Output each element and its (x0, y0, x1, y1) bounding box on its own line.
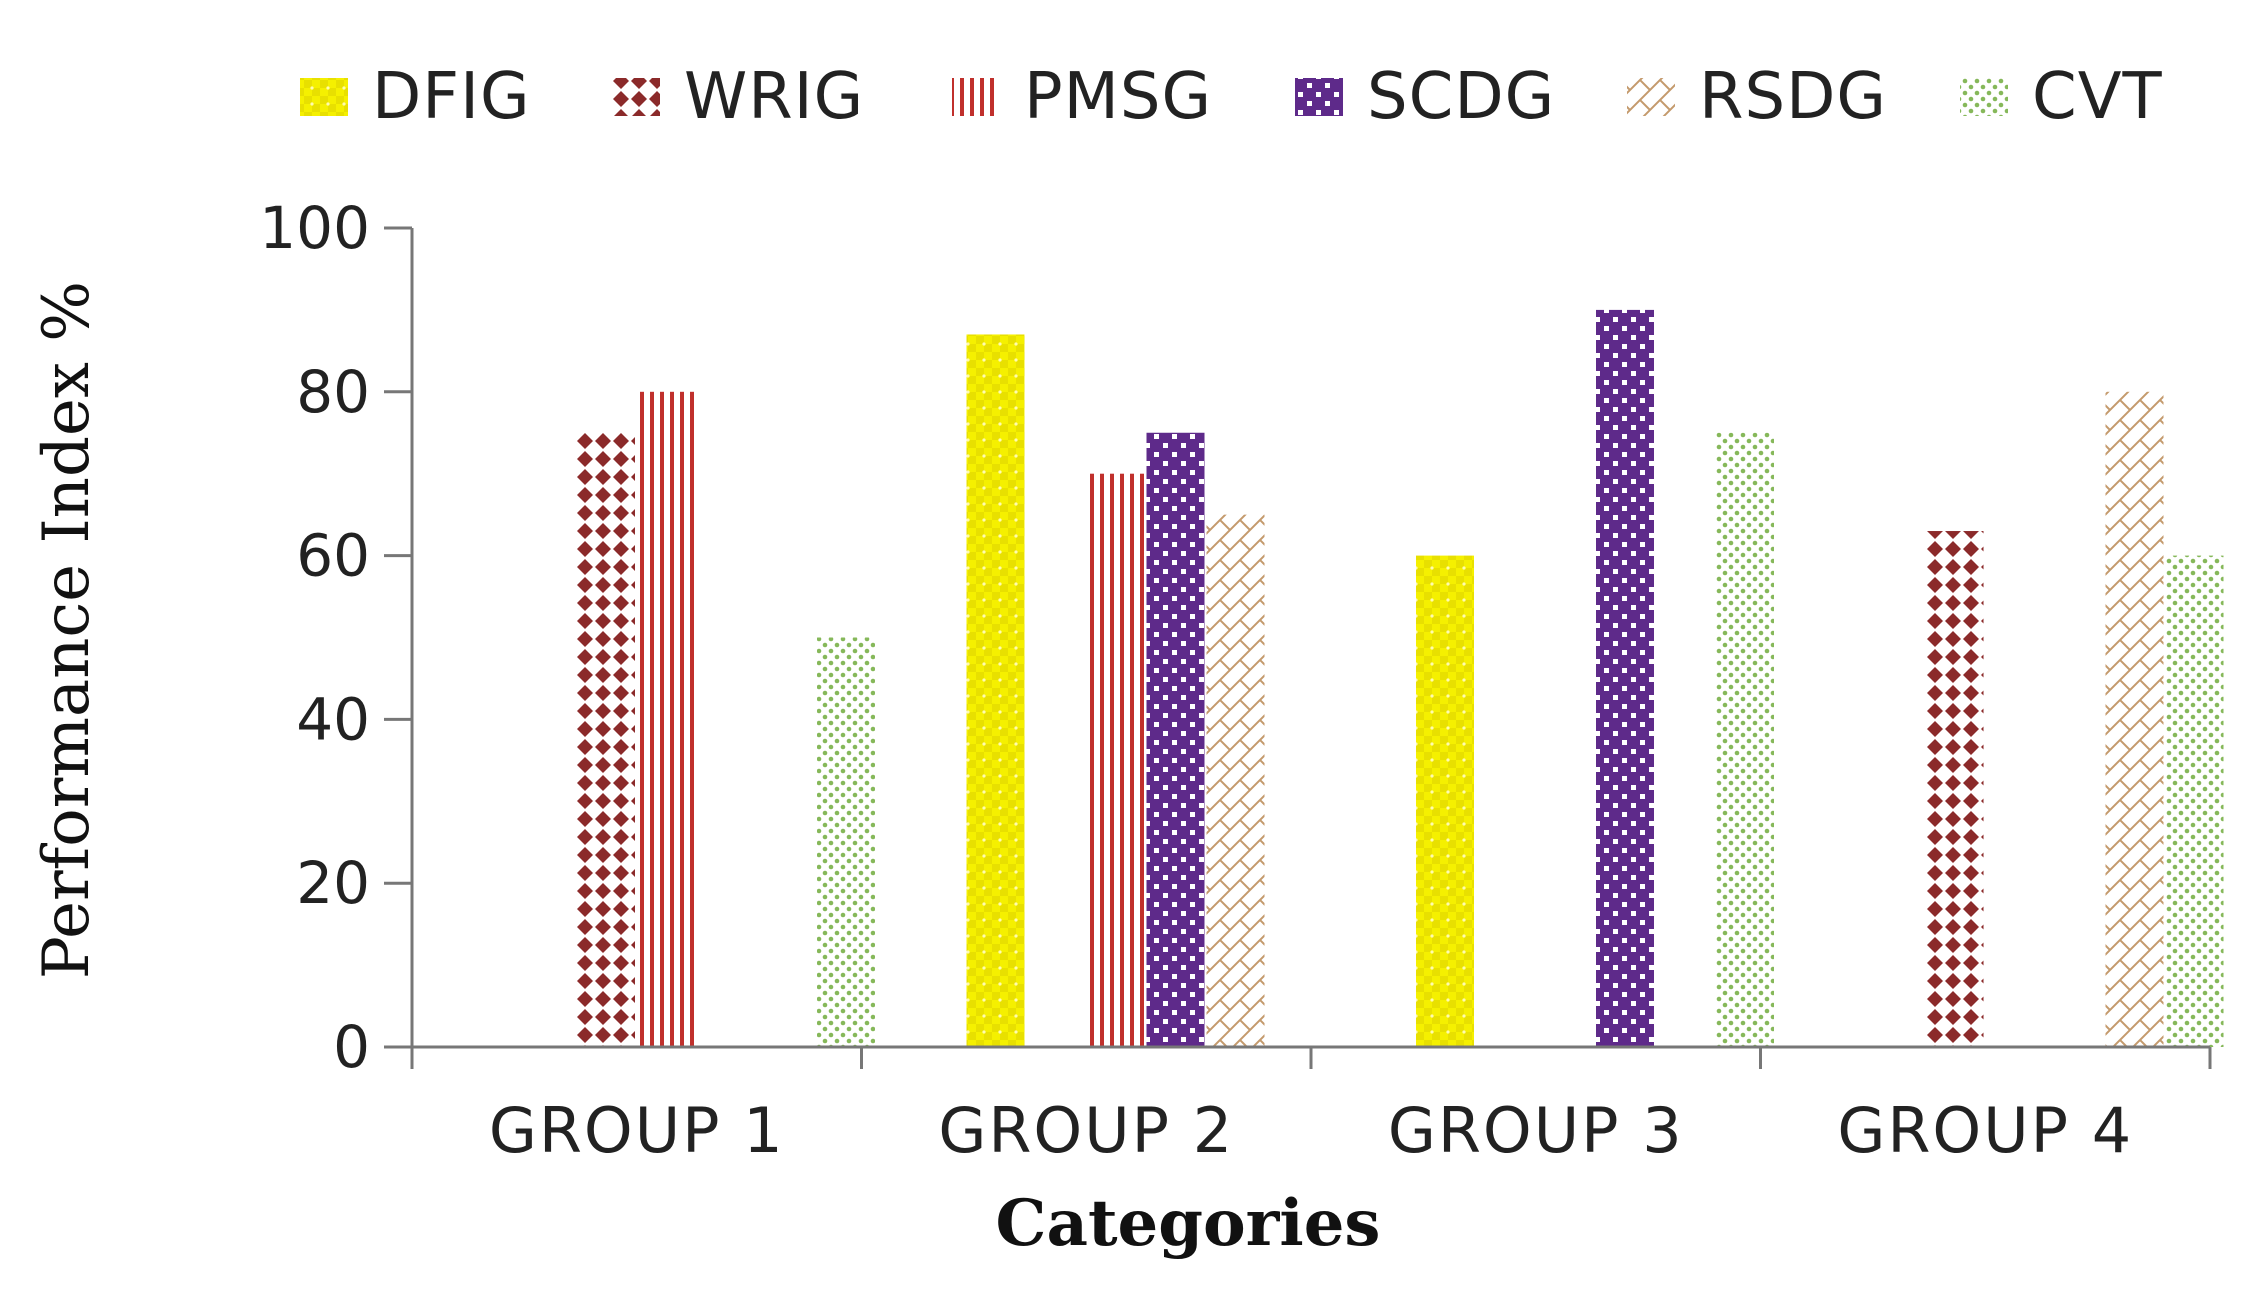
bar-wrig-group-4 (1925, 531, 1984, 1047)
bar-wrig-group-1 (577, 432, 635, 1047)
bar-pmsg-group-1 (637, 391, 695, 1047)
legend-label-rsdg: RSDG (1699, 60, 1887, 134)
legend-swatch-scdg (1295, 78, 1343, 116)
x-axis-title: Categories (996, 1186, 1381, 1261)
y-tick-label: 20 (296, 849, 370, 917)
legend-label-scdg: SCDG (1367, 60, 1555, 134)
y-tick-label: 100 (259, 194, 370, 262)
legend-swatch-rsdg (1627, 78, 1675, 116)
x-tick-label: GROUP 3 (1388, 1094, 1684, 1167)
y-tick-label: 80 (296, 358, 370, 426)
legend-label-pmsg: PMSG (1024, 60, 1212, 134)
bar-scdg-group-2 (1146, 432, 1205, 1047)
legend-label-cvt: CVT (2032, 60, 2163, 134)
legend-label-wrig: WRIG (684, 60, 864, 134)
y-axis: 0 20 40 60 80 100 (259, 194, 414, 1081)
x-tick-label: GROUP 2 (938, 1094, 1234, 1167)
bar-dfig-group-3 (1416, 555, 1474, 1047)
y-axis-title: Performance Index % (30, 281, 104, 979)
bar-cvt-group-3 (1716, 432, 1774, 1047)
legend: DFIG WRIG PMSG SCDG RSDG CVT (300, 60, 2163, 134)
legend-swatch-pmsg (952, 78, 1000, 116)
x-tick-label: GROUP 4 (1837, 1094, 2133, 1167)
legend-swatch-wrig (612, 78, 660, 116)
bar-cvt-group-1 (817, 637, 875, 1047)
y-tick-label: 60 (296, 522, 370, 590)
bar-cvt-group-4 (2165, 555, 2224, 1047)
y-tick-label: 40 (296, 685, 370, 753)
legend-swatch-dfig (300, 78, 348, 116)
y-tick-label: 0 (333, 1013, 370, 1081)
legend-swatch-cvt (1960, 78, 2008, 116)
bar-rsdg-group-2 (1206, 514, 1265, 1047)
x-tick-label: GROUP 1 (489, 1094, 785, 1167)
bar-pmsg-group-2 (1086, 473, 1145, 1047)
x-axis: GROUP 1 GROUP 2 GROUP 3 GROUP 4 (410, 1045, 2212, 1167)
bar-dfig-group-2 (966, 334, 1025, 1048)
bar-scdg-group-3 (1596, 309, 1654, 1047)
bar-rsdg-group-4 (2105, 391, 2164, 1047)
bars (577, 309, 2224, 1048)
legend-label-dfig: DFIG (372, 60, 531, 134)
